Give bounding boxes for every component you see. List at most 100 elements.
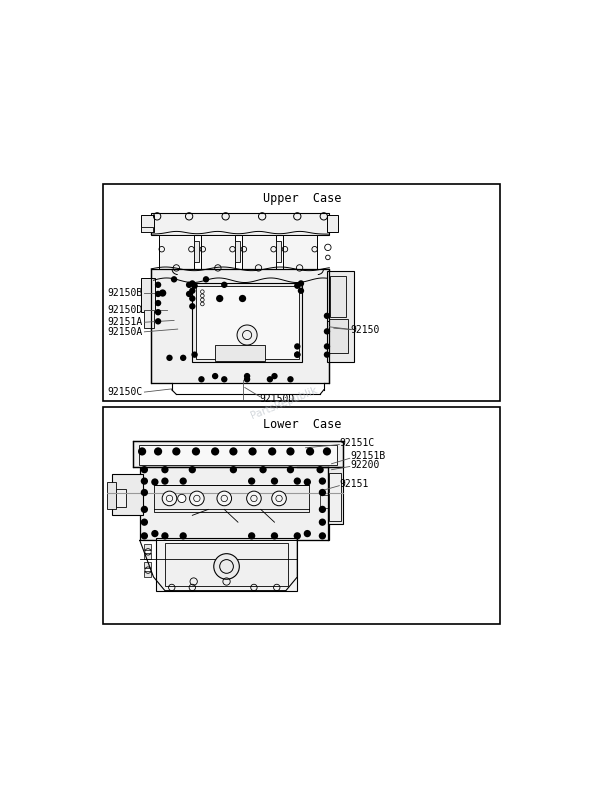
Circle shape — [138, 447, 146, 455]
Circle shape — [244, 373, 250, 380]
Bar — [276, 241, 282, 262]
Circle shape — [172, 447, 180, 455]
Circle shape — [186, 291, 192, 297]
Bar — [144, 562, 151, 568]
Circle shape — [211, 447, 219, 455]
Circle shape — [306, 447, 314, 455]
Text: 92150A: 92150A — [108, 327, 143, 337]
Bar — [327, 271, 355, 363]
Circle shape — [180, 478, 187, 485]
Circle shape — [272, 373, 277, 380]
Text: 92150: 92150 — [350, 324, 380, 335]
Circle shape — [189, 288, 196, 294]
Circle shape — [286, 447, 294, 455]
Circle shape — [221, 281, 227, 288]
Circle shape — [198, 376, 204, 383]
Circle shape — [141, 466, 148, 473]
Circle shape — [239, 295, 246, 302]
Circle shape — [189, 296, 196, 302]
Bar — [144, 544, 151, 550]
Bar — [111, 475, 143, 515]
Circle shape — [287, 466, 294, 473]
Circle shape — [141, 478, 148, 485]
Circle shape — [294, 283, 300, 289]
Circle shape — [248, 532, 255, 539]
Circle shape — [244, 376, 250, 383]
Circle shape — [319, 506, 326, 513]
Circle shape — [141, 489, 148, 496]
Bar — [160, 235, 194, 268]
Circle shape — [319, 519, 326, 526]
Circle shape — [189, 303, 196, 309]
Circle shape — [319, 532, 326, 539]
Bar — [200, 235, 235, 268]
Bar — [141, 215, 154, 233]
Bar — [103, 407, 501, 623]
Circle shape — [247, 491, 262, 506]
Circle shape — [186, 281, 192, 288]
Circle shape — [229, 447, 237, 455]
Bar — [215, 345, 265, 361]
Text: 92151A: 92151A — [108, 317, 143, 328]
Bar — [330, 276, 346, 316]
Text: 92200: 92200 — [350, 460, 380, 470]
Bar — [283, 235, 317, 268]
Circle shape — [155, 291, 161, 297]
Circle shape — [216, 295, 223, 302]
Circle shape — [319, 489, 326, 496]
Circle shape — [159, 289, 166, 296]
Circle shape — [294, 352, 300, 358]
Circle shape — [155, 300, 161, 306]
Text: 92150C: 92150C — [108, 387, 143, 397]
Circle shape — [161, 466, 168, 473]
Circle shape — [324, 352, 330, 358]
Circle shape — [259, 466, 267, 473]
Circle shape — [151, 479, 158, 486]
Circle shape — [304, 479, 311, 486]
Circle shape — [154, 447, 162, 455]
Bar — [196, 286, 299, 360]
Circle shape — [191, 283, 198, 289]
Circle shape — [248, 478, 255, 485]
Bar — [329, 473, 340, 521]
Circle shape — [155, 309, 161, 316]
Circle shape — [294, 478, 301, 485]
Text: 92150D: 92150D — [108, 305, 143, 316]
Bar — [141, 227, 153, 233]
Circle shape — [221, 376, 227, 383]
Circle shape — [192, 447, 200, 455]
Circle shape — [155, 281, 161, 288]
Bar — [194, 241, 199, 262]
Text: 92151: 92151 — [339, 479, 369, 489]
Circle shape — [141, 519, 148, 526]
Circle shape — [203, 276, 209, 283]
Circle shape — [188, 466, 196, 473]
Circle shape — [178, 495, 186, 503]
Text: 92151C: 92151C — [339, 438, 375, 448]
Bar — [320, 495, 328, 507]
Circle shape — [180, 532, 187, 539]
Circle shape — [161, 532, 168, 539]
Bar — [155, 539, 297, 590]
Circle shape — [287, 376, 294, 383]
Circle shape — [166, 355, 173, 361]
Text: 92150D: 92150D — [260, 395, 295, 404]
Circle shape — [180, 355, 186, 361]
Circle shape — [294, 352, 300, 358]
Bar — [235, 241, 240, 262]
Circle shape — [298, 288, 304, 294]
Bar — [151, 213, 329, 235]
Circle shape — [171, 276, 177, 283]
Bar — [144, 571, 151, 577]
Circle shape — [324, 312, 330, 319]
Circle shape — [324, 328, 330, 335]
Circle shape — [155, 318, 161, 324]
Circle shape — [316, 466, 324, 473]
Circle shape — [294, 344, 300, 350]
Bar — [144, 310, 154, 328]
Circle shape — [151, 530, 158, 537]
Circle shape — [237, 325, 257, 345]
Text: PartsRepublik: PartsRepublik — [249, 386, 319, 421]
Circle shape — [189, 280, 196, 287]
Bar — [327, 215, 338, 233]
